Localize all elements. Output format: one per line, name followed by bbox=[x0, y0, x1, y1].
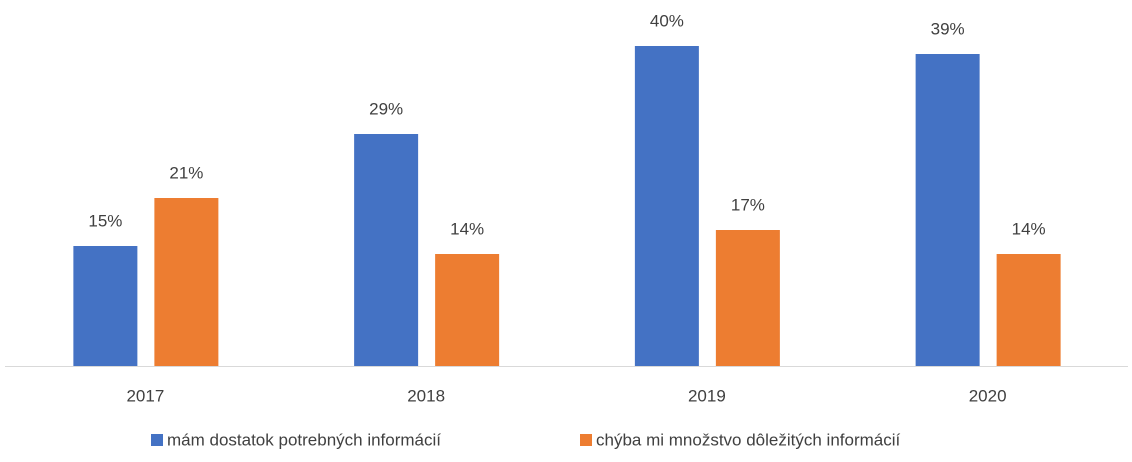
bar bbox=[715, 230, 780, 366]
data-label: 14% bbox=[450, 219, 484, 238]
legend-label: chýba mi množstvo dôležitých informácií bbox=[596, 430, 901, 449]
data-label: 39% bbox=[931, 19, 965, 38]
data-label: 15% bbox=[88, 211, 122, 230]
x-tick-label: 2017 bbox=[126, 386, 164, 405]
data-label: 29% bbox=[369, 99, 403, 118]
bar bbox=[996, 254, 1061, 366]
legend-label: mám dostatok potrebných informácií bbox=[167, 430, 441, 449]
bar bbox=[915, 54, 980, 366]
bar bbox=[634, 46, 699, 366]
data-label: 21% bbox=[169, 163, 203, 182]
bar bbox=[154, 198, 219, 366]
bar bbox=[435, 254, 500, 366]
bar bbox=[354, 134, 419, 366]
x-tick-label: 2020 bbox=[969, 386, 1007, 405]
legend-swatch bbox=[580, 434, 592, 446]
data-label: 17% bbox=[731, 195, 765, 214]
legend-swatch bbox=[151, 434, 163, 446]
x-tick-label: 2019 bbox=[688, 386, 726, 405]
x-tick-label: 2018 bbox=[407, 386, 445, 405]
bar bbox=[73, 246, 138, 366]
data-label: 14% bbox=[1012, 219, 1046, 238]
data-label: 40% bbox=[650, 11, 684, 30]
